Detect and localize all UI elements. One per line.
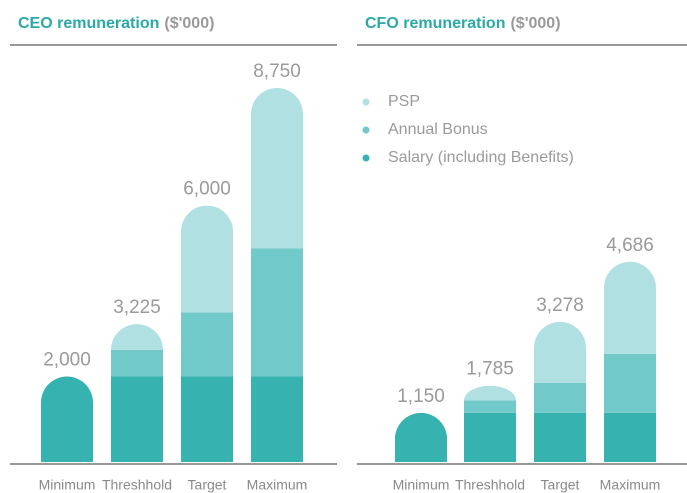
subtitle: ($'000) bbox=[510, 15, 560, 32]
bar-segment bbox=[41, 376, 93, 462]
bar-segment bbox=[181, 312, 233, 377]
chart-title: CEO remuneration ($'000) bbox=[18, 15, 214, 32]
legend-swatch bbox=[362, 98, 370, 106]
legend-label: PSP bbox=[388, 93, 420, 110]
bar-segment bbox=[251, 248, 303, 377]
total-label: 8,750 bbox=[253, 61, 301, 82]
bar-segment bbox=[604, 353, 656, 413]
x-tick-label: Maximum bbox=[600, 477, 661, 493]
legend-swatch bbox=[362, 126, 370, 134]
total-label: 3,278 bbox=[536, 295, 584, 316]
bar-segment bbox=[181, 205, 234, 313]
title-text: CEO remuneration bbox=[18, 15, 159, 32]
title-text: CFO remuneration bbox=[365, 15, 505, 32]
bar-segment bbox=[604, 261, 656, 354]
x-tick-label: Target bbox=[188, 477, 227, 493]
legend-label: Annual Bonus bbox=[388, 121, 488, 138]
bar-segment bbox=[464, 400, 516, 413]
subtitle: ($'000) bbox=[164, 15, 214, 32]
bar-segment bbox=[111, 376, 163, 462]
bar-segment bbox=[464, 412, 516, 462]
bar-segment bbox=[251, 376, 303, 462]
bar-segment bbox=[111, 349, 163, 377]
x-tick-label: Target bbox=[541, 477, 580, 493]
x-tick-label: Threshhold bbox=[455, 477, 525, 493]
legend-swatch bbox=[362, 154, 370, 162]
bar-segment bbox=[464, 385, 516, 401]
legend-label: Salary (including Benefits) bbox=[388, 149, 574, 166]
bar-segment bbox=[534, 321, 586, 383]
total-label: 4,686 bbox=[606, 235, 654, 256]
bar-segment bbox=[604, 412, 656, 462]
total-label: 2,000 bbox=[43, 350, 91, 371]
x-tick-label: Minimum bbox=[39, 477, 96, 493]
x-tick-label: Threshhold bbox=[102, 477, 172, 493]
total-label: 3,225 bbox=[113, 297, 161, 318]
bar-segment bbox=[251, 88, 303, 249]
chart-title: CFO remuneration ($'000) bbox=[365, 15, 561, 32]
total-label: 1,150 bbox=[397, 386, 445, 407]
total-label: 6,000 bbox=[183, 179, 231, 200]
x-tick-label: Maximum bbox=[247, 477, 308, 493]
total-label: 1,785 bbox=[466, 359, 514, 380]
x-tick-label: Minimum bbox=[393, 477, 450, 493]
bar-segment bbox=[395, 412, 447, 462]
bar-segment bbox=[534, 382, 586, 413]
bar-segment bbox=[111, 324, 163, 350]
bar-segment bbox=[181, 376, 233, 462]
bar-segment bbox=[534, 412, 586, 462]
